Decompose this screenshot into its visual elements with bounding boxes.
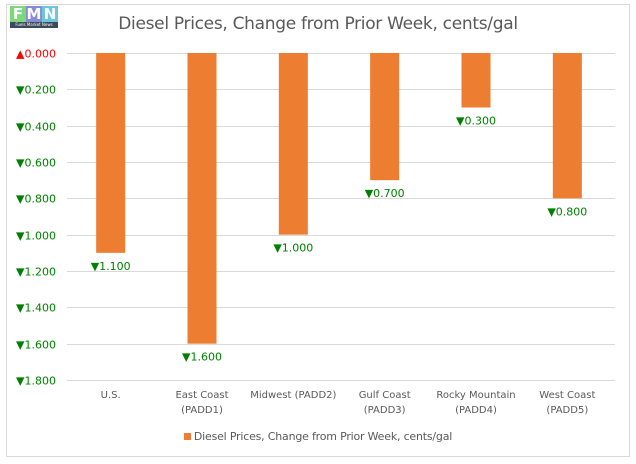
data-label: ▼1.600 — [182, 351, 222, 364]
y-tick-label: ▼1.200 — [16, 266, 56, 279]
bar — [552, 53, 582, 199]
data-label: ▼0.700 — [365, 187, 405, 200]
y-tick-label: ▼0.800 — [16, 193, 56, 206]
x-tick-label-line: (PADD3) — [364, 405, 406, 416]
x-tick-label: Rocky Mountain (PADD4) — [436, 390, 515, 416]
bar — [278, 53, 308, 235]
y-tick-label: ▼0.200 — [16, 84, 56, 97]
y-tick-label: ▼0.600 — [16, 157, 56, 170]
bar — [187, 53, 217, 344]
data-label: ▼1.000 — [273, 242, 313, 255]
x-tick-label-line: Gulf Coast — [359, 390, 411, 401]
x-tick-label-line: Midwest (PADD2) — [250, 390, 336, 401]
x-tick-label: East Coast (PADD1) — [175, 390, 228, 416]
bar — [461, 53, 491, 108]
legend-label: Diesel Prices, Change from Prior Week, c… — [193, 430, 453, 443]
y-tick-label: ▼0.400 — [16, 121, 56, 134]
x-tick-label-line: U.S. — [101, 390, 121, 401]
y-tick-label: ▼1.800 — [16, 375, 56, 388]
x-tick-label-line: Rocky Mountain — [436, 390, 515, 401]
y-tick-label: ▼1.400 — [16, 302, 56, 315]
legend-swatch — [183, 433, 191, 440]
y-tick-label: ▲0.000 — [16, 48, 56, 61]
data-label: ▼1.100 — [91, 260, 131, 273]
x-tick-label: Gulf Coast (PADD3) — [359, 390, 411, 416]
y-tick-label: ▼1.600 — [16, 339, 56, 352]
data-label: ▼0.300 — [456, 115, 496, 128]
x-tick-label-line: (PADD4) — [455, 405, 497, 416]
data-label: ▼0.800 — [547, 205, 587, 218]
logo-letter-n: N — [42, 5, 58, 23]
x-tick-label-line: (PADD5) — [546, 405, 588, 416]
x-tick-label: West Coast (PADD5) — [539, 390, 595, 416]
logo-letters: F M N — [10, 6, 58, 22]
x-tick-label: Midwest (PADD2) — [250, 390, 336, 401]
legend[interactable]: Diesel Prices, Change from Prior Week, c… — [0, 430, 636, 443]
x-tick-label-line: (PADD1) — [181, 405, 223, 416]
chart-title: Diesel Prices, Change from Prior Week, c… — [118, 14, 518, 34]
bar — [370, 53, 400, 181]
bar — [96, 53, 126, 253]
x-tick-label-line: East Coast — [175, 390, 228, 401]
x-tick-label: U.S. — [101, 390, 121, 401]
logo-tagline: Fuels Market News — [10, 22, 58, 28]
fmn-logo: F M N Fuels Market News — [10, 6, 58, 28]
logo-letter-m: M — [26, 5, 42, 23]
logo-letter-f: F — [10, 6, 26, 22]
x-tick-label-line: West Coast — [539, 390, 595, 401]
y-tick-label: ▼1.000 — [16, 230, 56, 243]
